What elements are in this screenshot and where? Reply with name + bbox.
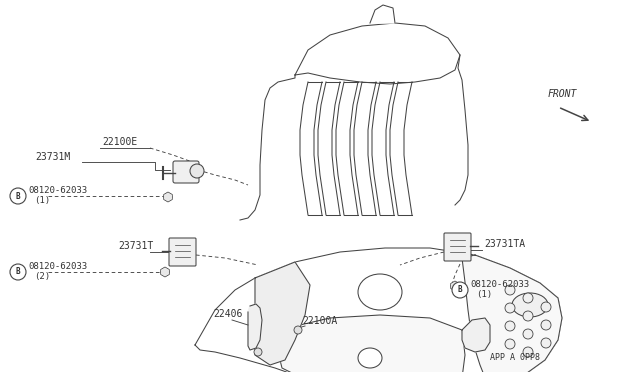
Circle shape — [451, 282, 459, 290]
FancyBboxPatch shape — [169, 238, 196, 266]
Text: 08120-62033: 08120-62033 — [28, 262, 87, 271]
Circle shape — [294, 326, 302, 334]
Text: B: B — [16, 192, 20, 201]
FancyBboxPatch shape — [444, 233, 471, 261]
Polygon shape — [248, 304, 262, 350]
Circle shape — [10, 188, 26, 204]
Text: B: B — [458, 285, 462, 295]
Text: 08120-62033: 08120-62033 — [470, 280, 529, 289]
Circle shape — [505, 339, 515, 349]
Ellipse shape — [358, 348, 382, 368]
Circle shape — [541, 338, 551, 348]
Text: (1): (1) — [34, 196, 50, 205]
Text: 22100E: 22100E — [102, 137, 137, 147]
Polygon shape — [295, 23, 460, 84]
Circle shape — [541, 302, 551, 312]
Text: (1): (1) — [476, 290, 492, 299]
Circle shape — [505, 321, 515, 331]
Text: 23731T: 23731T — [118, 241, 153, 251]
Text: 22100A: 22100A — [302, 316, 337, 326]
Circle shape — [452, 282, 468, 298]
Text: B: B — [16, 267, 20, 276]
Text: 08120-62033: 08120-62033 — [28, 186, 87, 195]
FancyBboxPatch shape — [173, 161, 199, 183]
Circle shape — [523, 347, 533, 357]
Polygon shape — [195, 248, 562, 372]
Ellipse shape — [358, 274, 402, 310]
Text: 23731TA: 23731TA — [484, 239, 525, 249]
Circle shape — [505, 285, 515, 295]
Circle shape — [505, 303, 515, 313]
Circle shape — [541, 320, 551, 330]
Polygon shape — [278, 315, 465, 372]
Text: 22406: 22406 — [213, 309, 243, 319]
Text: (2): (2) — [34, 272, 50, 281]
Text: 23731M: 23731M — [35, 152, 70, 162]
Circle shape — [164, 193, 172, 201]
Circle shape — [10, 264, 26, 280]
Polygon shape — [462, 318, 490, 352]
Polygon shape — [255, 262, 310, 365]
Polygon shape — [370, 5, 395, 23]
Text: APP A 0PP8: APP A 0PP8 — [490, 353, 540, 362]
Ellipse shape — [512, 293, 548, 317]
Circle shape — [161, 268, 169, 276]
Text: FRONT: FRONT — [548, 89, 577, 99]
Circle shape — [523, 293, 533, 303]
Circle shape — [190, 164, 204, 178]
Circle shape — [523, 311, 533, 321]
Polygon shape — [462, 255, 562, 372]
Circle shape — [254, 348, 262, 356]
Circle shape — [523, 329, 533, 339]
